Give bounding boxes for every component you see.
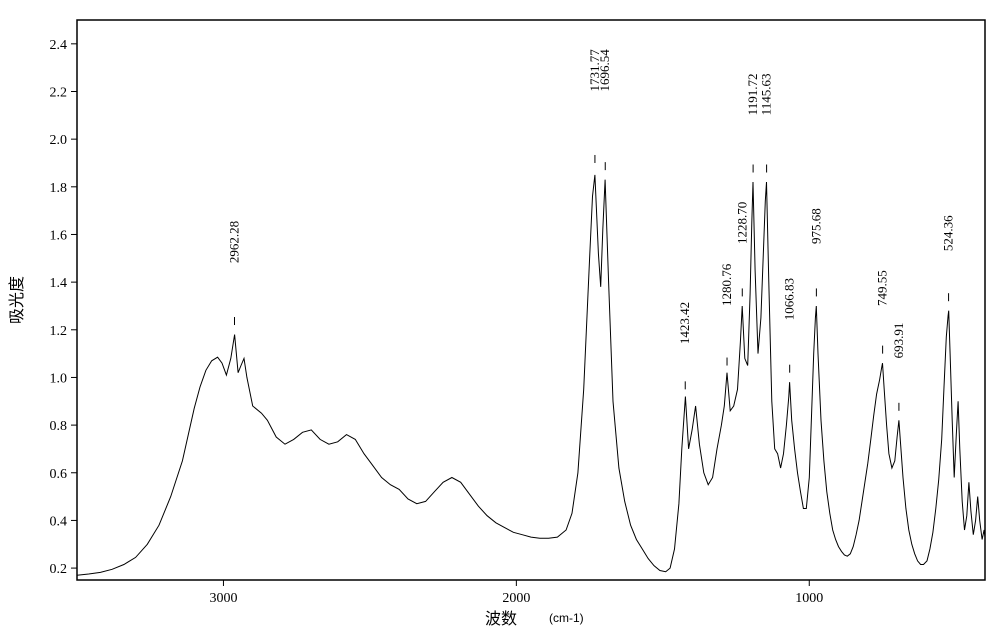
peak-label: 1228.70 bbox=[734, 202, 749, 244]
peak-label: 524.36 bbox=[941, 215, 956, 251]
x-tick-label: 1000 bbox=[795, 591, 823, 606]
y-tick-label: 1.2 bbox=[50, 324, 68, 339]
x-tick-label: 3000 bbox=[209, 591, 237, 606]
peak-label: 693.91 bbox=[891, 323, 906, 359]
peak-label: 1066.83 bbox=[782, 278, 797, 320]
peak-label: 1423.42 bbox=[677, 302, 692, 344]
peak-label: 1145.63 bbox=[759, 74, 774, 116]
y-tick-label: 1.8 bbox=[50, 181, 68, 196]
y-tick-label: 0.6 bbox=[50, 467, 68, 482]
y-tick-label: 1.0 bbox=[50, 371, 68, 386]
y-tick-label: 0.8 bbox=[50, 419, 68, 434]
y-tick-label: 0.4 bbox=[50, 514, 68, 529]
peak-label: 1280.76 bbox=[719, 263, 734, 306]
ir-spectrum-chart: 0.2 0.4 0.6 0.8 1.0 1.2 1.4 1.6 1.8 2.0 2.2 2.4 3000… bbox=[0, 0, 1000, 638]
peak-label: 749.55 bbox=[875, 270, 890, 306]
y-tick-label: 1.4 bbox=[50, 276, 68, 291]
x-tick-label: 2000 bbox=[502, 591, 530, 606]
y-tick-label: 2.4 bbox=[50, 38, 68, 53]
y-tick-label: 2.2 bbox=[50, 85, 68, 100]
spectrum-line bbox=[77, 175, 985, 575]
plot-border bbox=[77, 20, 985, 580]
chart-svg: 0.2 0.4 0.6 0.8 1.0 1.2 1.4 1.6 1.8 2.0 2.2 2.4 3000… bbox=[0, 0, 1000, 638]
peak-label: 1696.54 bbox=[597, 49, 612, 92]
y-tick-label: 0.2 bbox=[50, 562, 68, 577]
y-tick-label: 1.6 bbox=[50, 228, 68, 243]
peak-label: 2962.28 bbox=[226, 221, 241, 263]
y-tick-label: 2.0 bbox=[50, 133, 68, 148]
y-axis-label: 吸光度 bbox=[8, 276, 26, 324]
x-axis-unit: (cm-1) bbox=[549, 611, 584, 625]
x-axis-label: 波数 bbox=[485, 610, 517, 628]
peak-label: 975.68 bbox=[808, 208, 823, 244]
